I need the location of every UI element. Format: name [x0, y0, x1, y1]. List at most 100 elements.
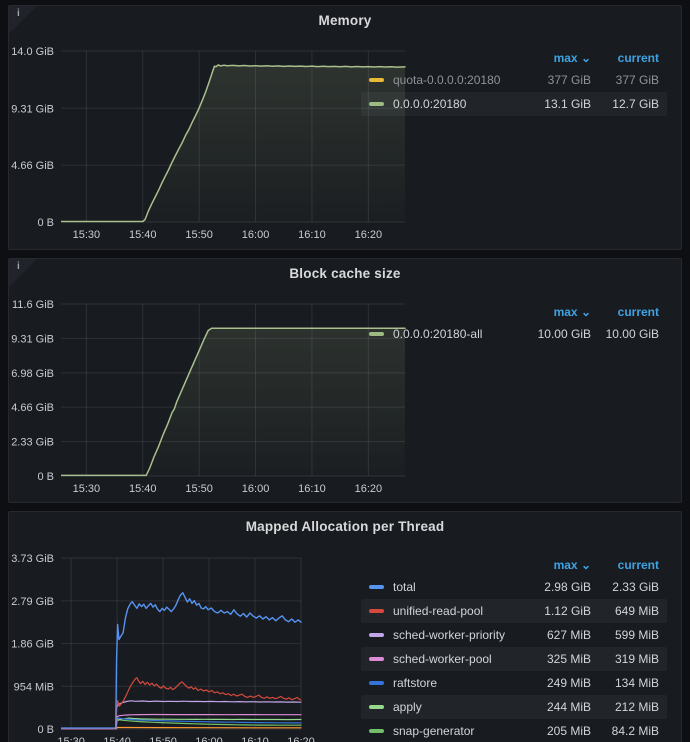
x-axis-label: 16:10 [241, 736, 269, 742]
series-label[interactable]: snap-generator [369, 724, 517, 738]
series-name: unified-read-pool [393, 604, 484, 618]
series-swatch [369, 332, 384, 336]
series-label[interactable]: sched-worker-pool [369, 652, 517, 666]
legend-max-value: 2.98 GiB [544, 580, 591, 594]
legend-sort-max[interactable]: max ⌄ [553, 50, 591, 65]
series-line [61, 64, 406, 223]
x-axis-label: 15:40 [129, 483, 157, 495]
panel-block-cache-size: i Block cache size 0 B 2.33 GiB 4.66 GiB 6.… [8, 258, 682, 503]
x-axis-label: 16:00 [195, 736, 223, 742]
legend-col-current[interactable]: current [617, 304, 659, 319]
series-label[interactable]: raftstore [369, 676, 517, 690]
series-label[interactable]: 0.0.0.0:20180 [369, 97, 517, 111]
y-axis-label: 0 B [37, 724, 54, 736]
legend-row[interactable]: sched-worker-priority 627 MiB 599 MiB [361, 623, 667, 647]
x-axis-label: 16:00 [242, 229, 270, 241]
block-cache-chart-plot[interactable]: 0 B 2.33 GiB 4.66 GiB 6.98 GiB 9.31 GiB 11.6 … [9, 259, 683, 504]
y-axis-label: 2.33 GiB [11, 437, 54, 449]
y-axis-label: 4.66 GiB [11, 402, 54, 414]
series-swatch [369, 729, 384, 733]
legend-current-value: 10.00 GiB [605, 327, 659, 341]
memory-chart-plot[interactable]: 0 B 4.66 GiB 9.31 GiB 14.0 GiB 15:30 15:40 15:… [9, 6, 683, 251]
series-label[interactable]: sched-worker-priority [369, 628, 517, 642]
legend-row[interactable]: sched-worker-pool 325 MiB 319 MiB [361, 647, 667, 671]
legend-header-row: max ⌄ current [361, 47, 667, 68]
series-name: 0.0.0.0:20180-all [393, 327, 483, 341]
mapped-allocation-chart-plot[interactable]: 0 B 954 MiB 1.86 GiB 2.79 GiB 3.73 GiB 15:30 1… [9, 512, 683, 742]
panel-title[interactable]: Block cache size [289, 266, 401, 281]
x-axis-label: 15:40 [103, 736, 131, 742]
panel-info-corner[interactable]: i [9, 259, 37, 287]
panel-memory: i Memory 0 B 4.66 GiB 9.31 GiB 14.0 GiB 15:3… [8, 5, 682, 250]
y-axis-label: 4.66 GiB [11, 160, 54, 172]
legend-row[interactable]: raftstore 249 MiB 134 MiB [361, 671, 667, 695]
legend-max-value: 244 MiB [546, 700, 591, 714]
series-label[interactable]: apply [369, 700, 517, 714]
legend-row[interactable]: apply 244 MiB 212 MiB [361, 695, 667, 719]
legend-col-current[interactable]: current [617, 50, 659, 65]
legend-current-value: 377 GiB [615, 73, 659, 87]
series-name: 0.0.0.0:20180 [393, 97, 467, 111]
y-axis-label: 0 B [37, 471, 54, 483]
series-label[interactable]: 0.0.0.0:20180-all [369, 327, 517, 341]
x-axis-label: 15:40 [129, 229, 157, 241]
series-line [61, 700, 302, 730]
chevron-down-icon: ⌄ [580, 50, 591, 65]
legend-row[interactable]: 0.0.0.0:20180-all 10.00 GiB 10.00 GiB [361, 322, 667, 346]
series-name: apply [393, 700, 422, 714]
y-axis-label: 9.31 GiB [11, 103, 54, 115]
series-area-fill [61, 64, 405, 223]
x-axis-label: 16:10 [298, 483, 326, 495]
series-label[interactable]: unified-read-pool [369, 604, 517, 618]
series-swatch [369, 681, 384, 685]
series-name: raftstore [393, 676, 438, 690]
x-axis-label: 16:20 [355, 229, 383, 241]
legend-row[interactable]: snap-generator 205 MiB 84.2 MiB [361, 719, 667, 742]
legend-row[interactable]: unified-read-pool 1.12 GiB 649 MiB [361, 599, 667, 623]
x-axis-label: 15:50 [149, 736, 177, 742]
y-axis-label: 2.79 GiB [11, 596, 54, 608]
legend-max-value: 205 MiB [546, 724, 591, 738]
info-icon: i [17, 261, 20, 272]
panel-title[interactable]: Mapped Allocation per Thread [245, 519, 445, 534]
info-icon: i [17, 8, 20, 19]
chevron-down-icon: ⌄ [580, 304, 591, 319]
series-swatch [369, 657, 384, 661]
series-swatch [369, 585, 384, 589]
y-axis-label: 3.73 GiB [11, 553, 54, 565]
legend-current-value: 12.7 GiB [612, 97, 659, 111]
series-name: quota-0.0.0.0:20180 [393, 73, 501, 87]
x-axis-label: 16:20 [287, 736, 315, 742]
x-axis-label: 15:50 [185, 483, 213, 495]
series-label[interactable]: total [369, 580, 517, 594]
legend-sort-max[interactable]: max ⌄ [553, 304, 591, 319]
y-axis-label: 0 B [37, 217, 54, 229]
y-axis-label: 9.31 GiB [11, 333, 54, 345]
y-axis-label: 14.0 GiB [11, 46, 54, 58]
legend-current-value: 84.2 MiB [611, 724, 659, 738]
x-axis-label: 15:30 [73, 229, 101, 241]
series-line [61, 717, 302, 730]
legend-row[interactable]: total 2.98 GiB 2.33 GiB [361, 575, 667, 599]
panel-title[interactable]: Memory [318, 13, 372, 28]
series-label[interactable]: quota-0.0.0.0:20180 [369, 73, 517, 87]
series-line [61, 719, 302, 730]
series-swatch [369, 705, 384, 709]
legend-current-value: 134 MiB [614, 676, 659, 690]
series-swatch [369, 609, 384, 613]
legend-sort-max[interactable]: max ⌄ [553, 557, 591, 572]
legend-memory: max ⌄ current quota-0.0.0.0:20180 377 GiB 37… [361, 47, 667, 116]
series-swatch [369, 102, 384, 106]
series-swatch [369, 633, 384, 637]
legend-row[interactable]: quota-0.0.0.0:20180 377 GiB 377 GiB [361, 68, 667, 92]
x-axis-label: 15:30 [73, 483, 101, 495]
legend-row[interactable]: 0.0.0.0:20180 13.1 GiB 12.7 GiB [361, 92, 667, 116]
series-line [61, 327, 406, 477]
series-name: snap-generator [393, 724, 475, 738]
x-axis-label: 15:50 [185, 229, 213, 241]
legend-current-value: 599 MiB [614, 628, 659, 642]
legend-col-current[interactable]: current [617, 557, 659, 572]
chevron-down-icon: ⌄ [580, 557, 591, 572]
panel-info-corner[interactable]: i [9, 6, 37, 34]
